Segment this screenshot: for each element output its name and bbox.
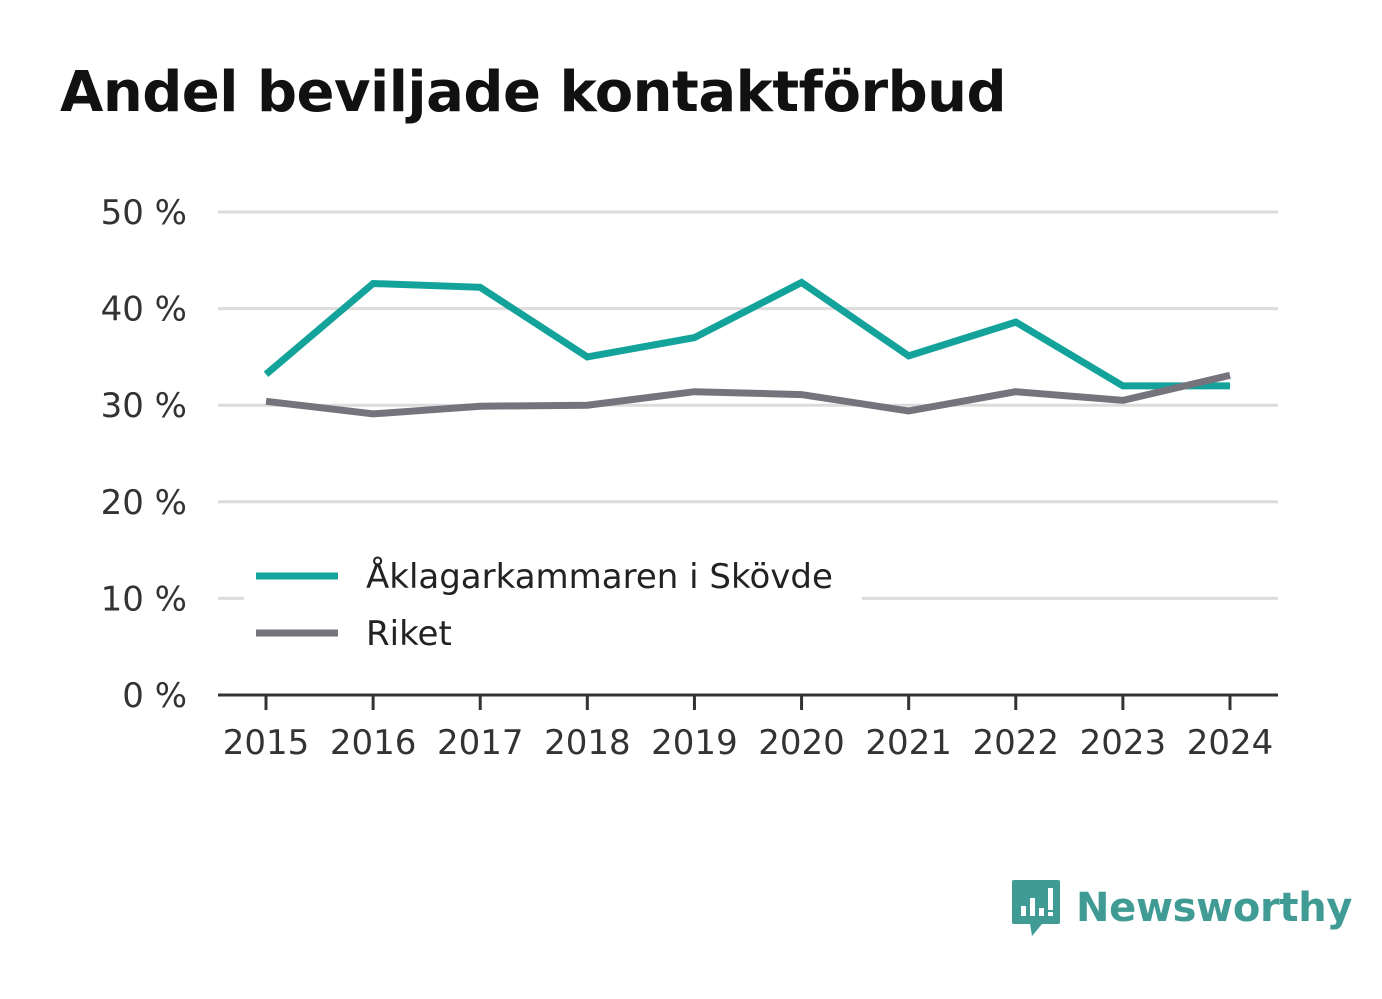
- y-tick-label: 20 %: [101, 483, 187, 523]
- x-axis: 2015 2016 2017 2018 2019 2020 2021 2022 2023 2024: [218, 693, 1278, 763]
- y-tick-label: 0 %: [122, 676, 187, 716]
- y-tick-label: 40 %: [101, 290, 187, 330]
- legend-label: Riket: [366, 614, 452, 654]
- y-tick-label: 50 %: [101, 193, 187, 233]
- series-lines: [263, 278, 1231, 418]
- x-tick-label: 2020: [758, 723, 845, 763]
- y-tick-label: 10 %: [101, 579, 187, 619]
- x-tick-label: 2021: [865, 723, 952, 763]
- x-tick-label: 2018: [544, 723, 631, 763]
- x-tick-label: 2019: [651, 723, 738, 763]
- legend-box: [244, 544, 862, 666]
- series-line: [265, 371, 1231, 418]
- x-tick-label: 2017: [437, 723, 524, 763]
- y-axis-ticks: 0 % 10 % 20 % 30 % 40 % 50 %: [101, 193, 187, 716]
- series-line: [263, 278, 1230, 390]
- chart-title: Andel beviljade kontaktförbud: [60, 60, 1007, 125]
- gridlines: [218, 210, 1278, 600]
- x-tick-label: 2015: [223, 723, 310, 763]
- x-tick-label: 2024: [1187, 723, 1274, 763]
- x-tick-label: 2022: [973, 723, 1060, 763]
- x-tick-label: 2016: [330, 723, 417, 763]
- y-tick-label: 30 %: [101, 386, 187, 426]
- x-tick-label: 2023: [1080, 723, 1167, 763]
- brand-name: Newsworthy: [1076, 885, 1353, 931]
- legend-label: Åklagarkammaren i Skövde: [366, 556, 833, 597]
- newsworthy-logo-icon: [1012, 880, 1060, 936]
- legend: Åklagarkammaren i Skövde Riket: [244, 544, 862, 666]
- newsworthy-brand: Newsworthy: [1010, 878, 1353, 938]
